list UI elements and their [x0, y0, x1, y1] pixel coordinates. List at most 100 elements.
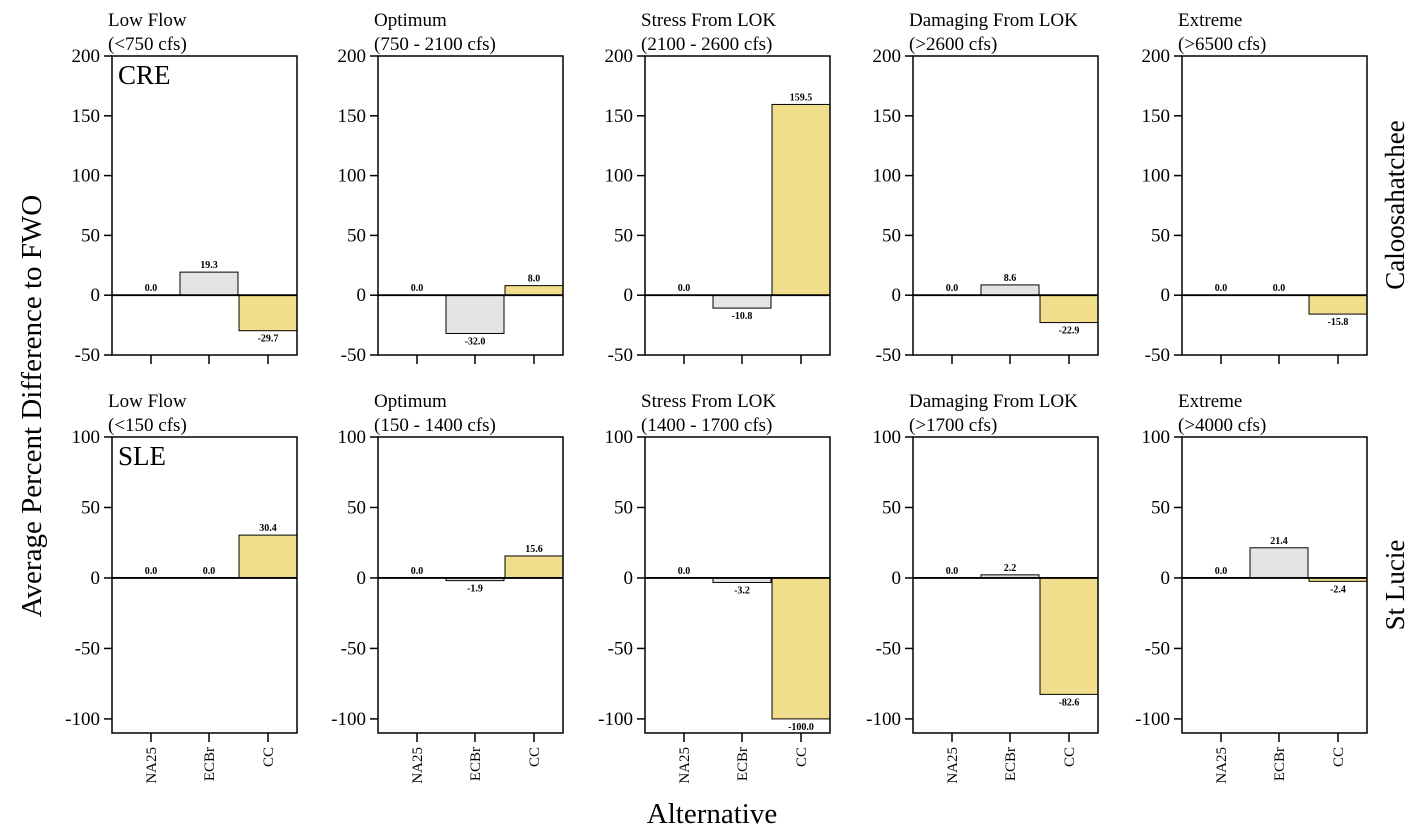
y-tick-label: -50 [876, 345, 901, 366]
panel-frame [377, 55, 564, 356]
panel-0: Low Flow (<750 cfs) 0.0 19.3 -29.7 -50 0 50 100 1… [72, 10, 1411, 366]
x-tick-label: ECBr [1272, 747, 1288, 781]
data-label: -82.6 [1059, 697, 1080, 708]
data-label: 0.0 [411, 566, 424, 577]
data-label: 19.3 [200, 260, 218, 271]
data-label: -29.7 [258, 334, 279, 345]
y-tick-label: 50 [81, 225, 100, 246]
panel-subtitle: (150 - 1400 cfs) [374, 415, 496, 436]
y-tick-label: 0 [91, 568, 101, 589]
panel-frame [1181, 436, 1368, 734]
panel-subtitle: (>2600 cfs) [909, 34, 997, 55]
y-tick-label: 100 [605, 427, 634, 448]
x-tick-label: ECBr [202, 747, 218, 781]
panel-6: Optimum (150 - 1400 cfs) 0.0 -1.9 15.6 -100 -5… [331, 391, 564, 784]
panel-8: Damaging From LOK (>1700 cfs) 0.0 2.2 -82.6 -… [866, 391, 1099, 784]
data-label: 0.0 [678, 566, 691, 577]
x-tick-label: CC [261, 747, 277, 767]
x-tick-label: NA25 [144, 747, 160, 784]
y-tick-label: -50 [1145, 345, 1170, 366]
bar-ecbr [445, 294, 505, 334]
data-label: 2.2 [1004, 563, 1017, 574]
panel-subtitle: (<750 cfs) [108, 34, 187, 55]
x-tick-label: NA25 [677, 747, 693, 784]
y-tick-label: 200 [338, 46, 367, 67]
y-tick-label: 200 [1142, 46, 1171, 67]
y-tick-label: -50 [75, 638, 100, 659]
y-tick-label: 200 [605, 46, 634, 67]
bar-ecbr [980, 284, 1040, 296]
y-tick-label: -50 [608, 638, 633, 659]
data-label: -100.0 [788, 722, 814, 733]
y-tick-label: 50 [347, 497, 366, 518]
panel-frame [644, 436, 831, 734]
y-tick-label: 150 [873, 106, 902, 127]
data-label: 0.0 [203, 566, 216, 577]
panel-subtitle: (750 - 2100 cfs) [374, 34, 496, 55]
y-tick-label: 0 [892, 285, 902, 306]
panel-inset-label: SLE [118, 441, 166, 471]
panel-inset-label: CRE [118, 60, 171, 90]
panel-title: Extreme [1178, 10, 1242, 31]
x-axis-title: Alternative [647, 798, 777, 830]
bar-ecbr [712, 294, 772, 309]
y-tick-label: 150 [1142, 106, 1171, 127]
y-tick-label: 0 [624, 568, 634, 589]
y-axis-title: Average Percent Difference to FWO [16, 195, 48, 617]
row-label: Caloosahatchee [1380, 120, 1410, 289]
panel-frame [111, 55, 298, 356]
y-tick-label: 50 [882, 225, 901, 246]
panel-frame [377, 436, 564, 734]
data-label: 159.5 [790, 92, 813, 103]
y-tick-label: 0 [624, 285, 634, 306]
x-tick-label: ECBr [468, 747, 484, 781]
y-tick-label: -50 [608, 345, 633, 366]
y-tick-label: 100 [1142, 427, 1171, 448]
panel-title: Damaging From LOK [909, 10, 1078, 31]
panel-7: Stress From LOK (1400 - 1700 cfs) 0.0 -3.2 -… [598, 391, 831, 784]
y-tick-label: -50 [75, 345, 100, 366]
data-label: 0.0 [946, 283, 959, 294]
y-tick-label: -100 [65, 709, 100, 730]
y-tick-label: -100 [331, 709, 366, 730]
y-tick-label: 100 [72, 427, 101, 448]
bar-ecbr [179, 271, 239, 296]
data-label: 0.0 [678, 283, 691, 294]
bar-cc [1308, 294, 1368, 315]
x-tick-label: NA25 [1214, 747, 1230, 784]
y-tick-label: -50 [876, 638, 901, 659]
bar-cc [771, 103, 831, 296]
panel-title: Stress From LOK [641, 10, 776, 31]
y-tick-label: -100 [1135, 709, 1170, 730]
bar-cc [771, 577, 831, 720]
panel-4: Extreme (>6500 cfs) 0.0 0.0 -15.8 -50 0 50 100 15… [1142, 10, 1368, 366]
y-tick-label: 100 [338, 427, 367, 448]
bar-ecbr [1249, 547, 1309, 579]
x-tick-label: CC [527, 747, 543, 767]
y-tick-label: 100 [873, 427, 902, 448]
data-label: 0.0 [946, 566, 959, 577]
panel-title: Low Flow [108, 391, 187, 412]
bar-cc [238, 294, 298, 332]
y-tick-label: 50 [347, 225, 366, 246]
panel-frame [912, 55, 1099, 356]
y-tick-label: 50 [614, 497, 633, 518]
row-label: St Lucie [1380, 540, 1410, 631]
y-tick-label: 200 [873, 46, 902, 67]
y-tick-label: -50 [341, 345, 366, 366]
x-tick-label: ECBr [735, 747, 751, 781]
y-tick-label: 100 [873, 166, 902, 187]
data-label: -1.9 [467, 584, 483, 595]
y-tick-label: 100 [72, 166, 101, 187]
x-tick-label: CC [794, 747, 810, 767]
panel-title: Extreme [1178, 391, 1242, 412]
y-tick-label: 150 [338, 106, 367, 127]
y-tick-label: 0 [1161, 285, 1171, 306]
x-tick-label: CC [1062, 747, 1078, 767]
panel-3: Damaging From LOK (>2600 cfs) 0.0 8.6 -22.9 -… [873, 10, 1099, 366]
panel-subtitle: (>1700 cfs) [909, 415, 997, 436]
bar-cc [504, 555, 564, 579]
panel-subtitle: (1400 - 1700 cfs) [641, 415, 772, 436]
data-label: 0.0 [1215, 566, 1228, 577]
